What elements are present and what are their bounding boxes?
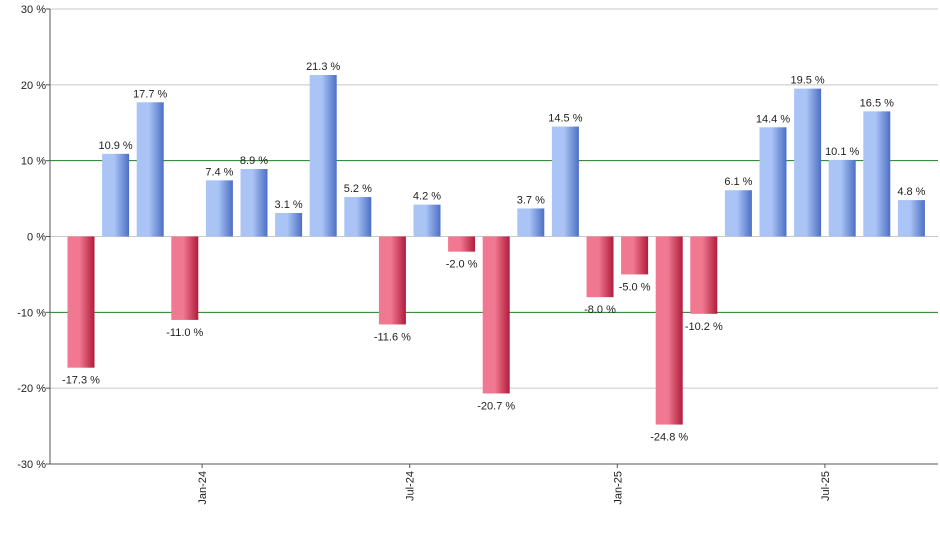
bar-positive [413,204,441,237]
bar-value-label: 10.9 % [98,140,132,152]
bar-value-label: -5.0 % [619,281,651,293]
bar-positive [863,111,891,237]
bar-value-label: 16.5 % [860,97,894,109]
bar-negative [621,236,649,275]
bar-value-label: -20.7 % [477,400,515,412]
bars [67,74,925,425]
x-tick-label: Jul-25 [820,471,832,501]
y-tick-label: 30 % [21,4,46,16]
bar-value-label: 7.4 % [205,166,233,178]
bar-positive [205,180,233,237]
bar-positive [759,127,787,237]
y-tick-label: 10 % [21,156,46,168]
y-tick-label: -30 % [17,459,46,471]
bar-positive [724,190,752,237]
bar-positive [136,102,164,237]
bar-negative [655,236,683,425]
data-labels: -17.3 % 10.9 % 17.7 % -11.0 % 7.4 % 8.9 % 3.1 … [62,61,926,444]
bar-value-label: -24.8 % [650,432,688,444]
bar-negative [586,236,614,298]
x-tick-label: Jan-24 [197,471,209,505]
bar-value-label: 6.1 % [724,176,752,188]
bar-value-label: 10.1 % [825,146,859,158]
bar-positive [309,74,337,237]
bar-value-label: 4.2 % [413,191,441,203]
bar-positive [794,88,822,237]
bar-negative [690,236,718,314]
bar-value-label: -2.0 % [446,259,478,271]
bar-value-label: 17.7 % [133,88,167,100]
axes: 30 % 20 % 10 % 0 % -10 % -20 % -30 % Jan-24 Jul-… [17,4,938,505]
bar-value-label: 21.3 % [306,61,340,73]
bar-value-label: -11.6 % [374,331,411,343]
bar-positive [102,153,130,237]
bar-value-label: 4.8 % [897,186,925,198]
x-tick-label: Jul-24 [405,471,417,501]
bar-positive [275,212,303,237]
x-tick-label: Jan-25 [612,471,624,505]
bar-value-label: -17.3 % [62,375,100,387]
bar-negative [448,236,476,252]
y-tick-label: -20 % [17,383,46,395]
bar-value-label: 14.5 % [548,113,582,125]
bar-value-label: 5.2 % [344,183,372,195]
bar-value-label: -8.0 % [584,304,616,316]
bar-positive [828,159,856,237]
bar-negative [171,236,199,320]
bar-value-label: -10.2 % [685,321,723,333]
y-tick-label: 20 % [21,80,46,92]
bar-negative [67,236,95,368]
bar-positive [897,200,925,237]
bar-value-label: 3.7 % [517,194,545,206]
bar-positive [551,126,579,237]
bar-positive [240,169,268,237]
bar-negative [482,236,510,394]
bar-positive [344,197,372,237]
bar-value-label: 19.5 % [790,75,824,87]
bar-positive [517,208,545,237]
bar-value-label: -11.0 % [166,327,203,339]
bar-value-label: 3.1 % [275,199,303,211]
bar-value-label: 14.4 % [756,113,790,125]
bar-value-label: 8.9 % [240,155,268,167]
y-tick-label: -10 % [17,307,46,319]
y-tick-label: 0 % [27,232,46,244]
bar-negative [378,236,406,325]
